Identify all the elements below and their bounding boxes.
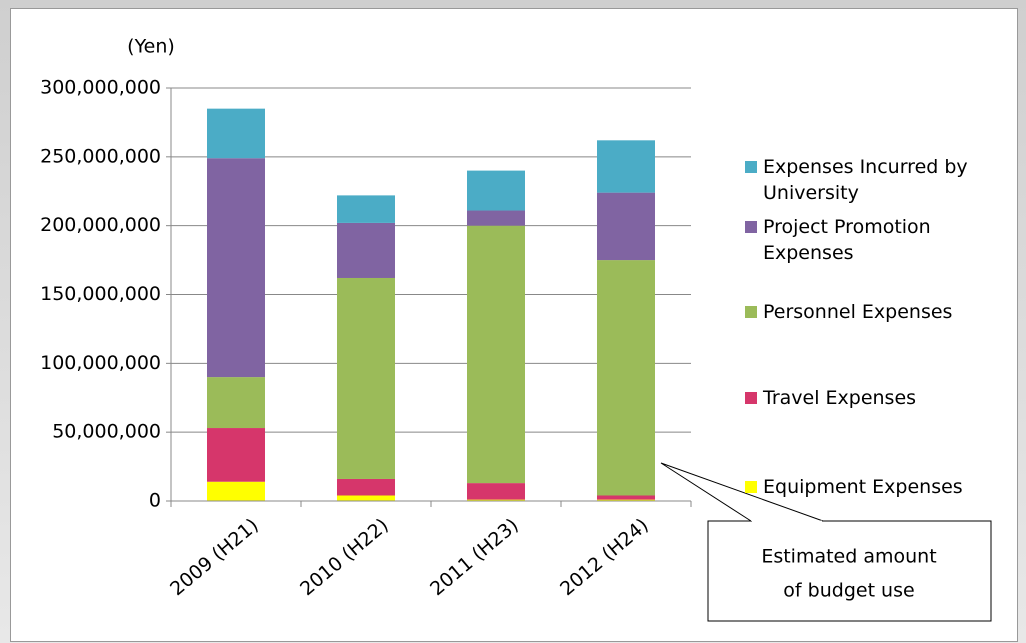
y-tick-label: 300,000,000: [40, 77, 161, 99]
legend-swatch: [745, 221, 757, 233]
y-unit-label: (Yen): [127, 36, 175, 58]
legend-entry: Expenses Incurred by University: [745, 154, 1013, 206]
bar-segment: [597, 192, 655, 261]
legend-entry: Project Promotion Expenses: [745, 214, 1013, 266]
bar-segment: [337, 478, 395, 496]
y-tick-label: 250,000,000: [40, 145, 161, 167]
y-tick-label: 50,000,000: [52, 421, 161, 443]
bar-segment: [467, 499, 525, 501]
bar-segment: [207, 481, 265, 501]
legend-label: Personnel Expenses: [763, 301, 953, 323]
legend-label: Project Promotion Expenses: [763, 216, 931, 264]
callout-box: [707, 520, 992, 622]
x-tick-label: 2010 (H22): [296, 514, 393, 600]
legend-swatch: [745, 481, 757, 493]
legend-label: Travel Expenses: [763, 387, 917, 409]
annotation: of budget use: [783, 580, 914, 602]
legend-swatch: [745, 392, 757, 404]
chart-frame: (Yen) Estimated amount of budget use 0 50…: [10, 8, 1018, 642]
bar-segment: [597, 140, 655, 193]
bar-segment: [207, 377, 265, 429]
bar-segment: [337, 195, 395, 223]
x-tick-label: 2012 (H24): [556, 514, 653, 600]
legend-entry: Travel Expenses: [745, 385, 1013, 411]
legend-swatch: [745, 161, 757, 173]
chart: (Yen) Estimated amount of budget use 0 50…: [40, 36, 992, 622]
bar-segment: [207, 108, 265, 159]
bar-segment: [207, 428, 265, 482]
legend-label: Expenses Incurred by University: [763, 156, 968, 204]
legend-swatch: [745, 306, 757, 318]
legend-entry: Equipment Expenses: [745, 474, 1013, 500]
bar-segment: [467, 170, 525, 211]
bar-segment: [467, 225, 525, 484]
bar-segment: [467, 210, 525, 226]
annotation: Estimated amount: [761, 546, 936, 568]
bar-segment: [337, 495, 395, 501]
bar-segment: [337, 222, 395, 278]
y-tick-label: 200,000,000: [40, 214, 161, 236]
legend-entry: Personnel Expenses: [745, 299, 1013, 325]
bar-segment: [467, 483, 525, 500]
bar-segment: [207, 158, 265, 378]
bar-segment: [597, 260, 655, 496]
callout-pointer: [660, 462, 824, 522]
legend-label: Equipment Expenses: [763, 476, 963, 498]
bar-segment: [597, 499, 655, 501]
bar-segment: [337, 277, 395, 479]
x-tick-label: 2011 (H23): [426, 514, 523, 600]
x-tick-label: 2009 (H21): [166, 514, 263, 600]
y-tick-label: 100,000,000: [40, 352, 161, 374]
bar-segment: [597, 495, 655, 500]
y-tick-label: 150,000,000: [40, 283, 161, 305]
y-tick-label: 0: [149, 490, 161, 512]
